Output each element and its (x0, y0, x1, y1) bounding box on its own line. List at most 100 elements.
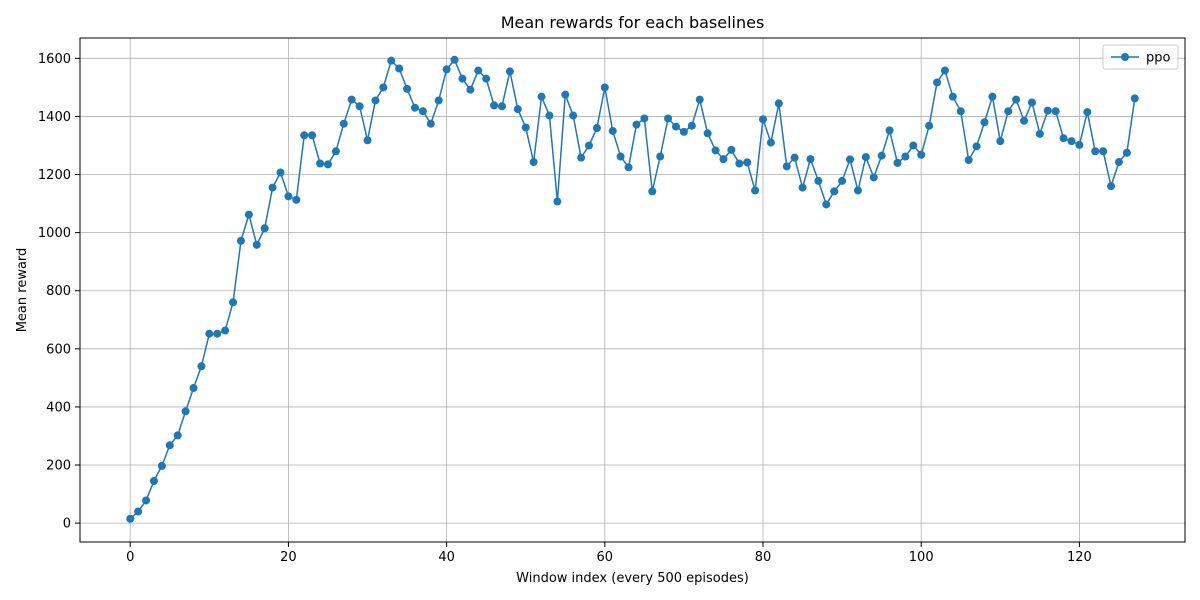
chart-title: Mean rewards for each baselines (501, 13, 765, 32)
data-point (165, 441, 174, 450)
data-point (189, 384, 198, 393)
data-point (1083, 108, 1092, 117)
data-point (474, 66, 483, 75)
y-tick-label: 1000 (38, 226, 71, 241)
data-point (561, 90, 570, 99)
data-point (585, 141, 593, 150)
data-point (727, 145, 736, 154)
data-point (426, 119, 435, 128)
x-tick-label: 40 (438, 550, 455, 565)
legend-marker-swatch (1121, 53, 1129, 61)
data-point (608, 126, 617, 135)
data-point (648, 187, 657, 196)
data-point (1122, 148, 1131, 157)
x-tick-label: 60 (597, 550, 614, 565)
data-point (213, 329, 222, 338)
data-point (806, 155, 815, 164)
data-point (846, 155, 855, 164)
data-point (624, 163, 633, 172)
y-tick-label: 0 (63, 517, 71, 532)
data-point (703, 129, 712, 138)
data-point (529, 158, 538, 167)
data-point (1099, 147, 1108, 156)
data-point (450, 55, 459, 64)
data-point (497, 102, 506, 111)
data-point (759, 115, 768, 124)
data-point (260, 224, 269, 233)
data-point (679, 127, 688, 136)
y-tick-label: 600 (46, 342, 71, 357)
data-point (838, 176, 847, 185)
data-point (600, 83, 609, 92)
data-point (1059, 134, 1068, 143)
data-point (1091, 147, 1100, 156)
data-point (308, 131, 317, 140)
x-tick-label: 0 (126, 550, 134, 565)
data-point (513, 105, 522, 114)
data-point (901, 152, 910, 161)
data-point (1075, 140, 1084, 149)
data-point (236, 236, 245, 245)
data-point (387, 56, 396, 65)
data-point (640, 114, 649, 123)
data-point (885, 126, 894, 135)
data-point (616, 152, 625, 161)
data-point (751, 186, 760, 195)
data-point (1004, 107, 1013, 116)
y-tick-label: 1400 (38, 110, 71, 125)
legend-box (1102, 44, 1179, 70)
axes-frame (79, 37, 1186, 543)
data-point (545, 111, 554, 120)
y-axis-label: Mean reward (15, 248, 30, 333)
data-point (956, 107, 965, 116)
data-point (933, 78, 942, 87)
data-point (403, 84, 412, 93)
data-point (766, 138, 775, 147)
data-point (458, 74, 467, 83)
data-point (379, 83, 388, 92)
data-point (877, 151, 886, 160)
data-point (363, 136, 372, 145)
data-point (134, 507, 143, 516)
series-ppo (126, 55, 1139, 523)
data-point (537, 92, 546, 101)
data-point (790, 153, 799, 162)
data-point (980, 118, 989, 127)
x-axis-label: Window index (every 500 episodes) (516, 571, 749, 586)
data-point (490, 101, 499, 110)
x-tick-label: 120 (1067, 550, 1092, 565)
data-point (1051, 107, 1060, 116)
data-point (695, 95, 704, 104)
data-point (743, 158, 752, 167)
data-point (656, 152, 665, 161)
data-point (434, 96, 443, 105)
data-point (331, 147, 340, 156)
data-point (410, 103, 419, 112)
data-point (126, 514, 135, 523)
data-point (149, 477, 158, 485)
data-point (1020, 116, 1029, 125)
data-point (466, 85, 475, 94)
data-point (719, 155, 728, 164)
data-point (505, 67, 514, 76)
data-point (268, 183, 277, 192)
data-point (798, 183, 807, 192)
data-point (418, 107, 427, 116)
data-point (142, 496, 151, 505)
data-point (964, 156, 973, 165)
data-point (197, 362, 206, 371)
data-point (1114, 158, 1123, 167)
data-point (300, 131, 309, 140)
y-tick-label: 400 (46, 400, 71, 415)
data-point (972, 142, 981, 151)
data-point (1107, 182, 1116, 191)
y-tick-label: 200 (46, 459, 71, 474)
legend-entry-ppo: ppo (1146, 51, 1171, 66)
data-point (229, 298, 238, 307)
data-point (276, 168, 285, 177)
data-point (1067, 137, 1076, 146)
data-point (569, 111, 578, 120)
data-point (173, 431, 182, 440)
data-point (632, 120, 641, 129)
